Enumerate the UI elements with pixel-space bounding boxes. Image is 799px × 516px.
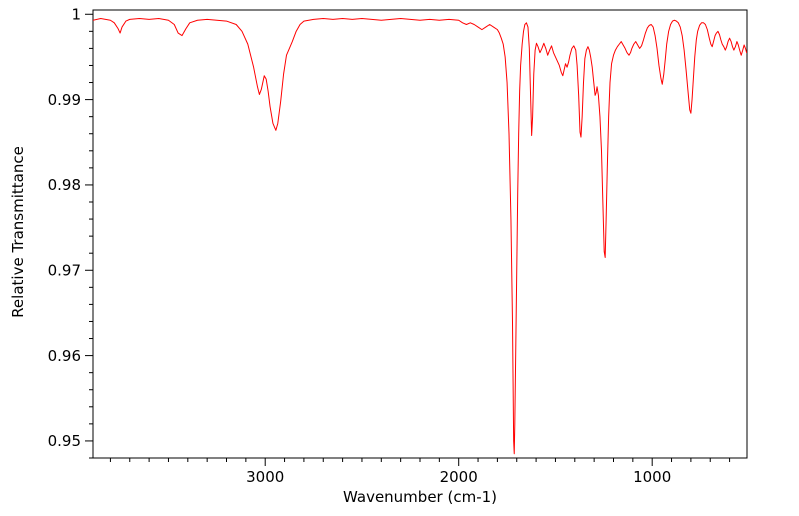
y-tick-label: 0.96	[48, 347, 81, 365]
x-tick-label: 1000	[633, 468, 671, 486]
y-tick-label: 1	[71, 6, 81, 24]
x-tick-label: 2000	[440, 468, 478, 486]
y-tick-label: 0.99	[48, 91, 81, 109]
x-tick-label: 3000	[246, 468, 284, 486]
y-axis-label: Relative Transmittance	[9, 146, 27, 318]
y-tick-label: 0.95	[48, 432, 81, 450]
spectrum-line	[93, 18, 747, 455]
y-tick-label: 0.97	[48, 262, 81, 280]
plot-frame	[92, 9, 748, 459]
x-axis-label: Wavenumber (cm-1)	[343, 488, 497, 506]
y-tick-label: 0.98	[48, 176, 81, 194]
